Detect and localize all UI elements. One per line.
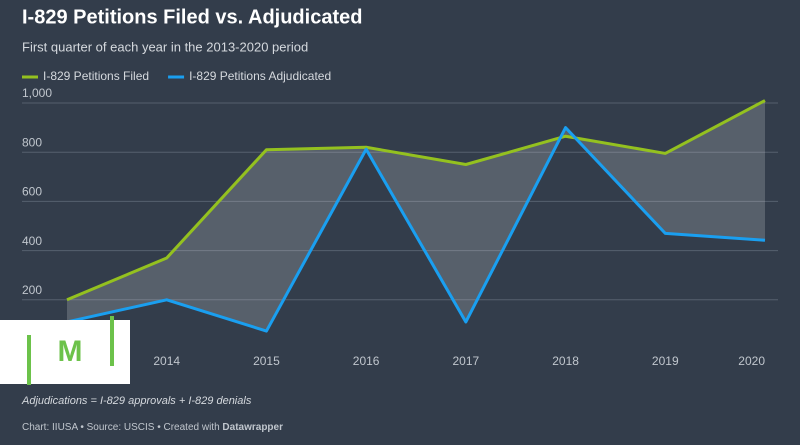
plot: 200 400 600 800 1,000 2014 2015 2016 2017 2018 201…: [22, 86, 778, 368]
y-tick-label: 400: [22, 234, 42, 248]
footer-source: Chart: IIUSA • Source: USCIS • Created w…: [22, 422, 220, 433]
x-tick-label: 2020: [738, 354, 765, 368]
series-line: [66, 99, 766, 302]
series-line: [66, 126, 766, 333]
y-tick-label: 600: [22, 185, 42, 199]
y-tick-label: 800: [22, 135, 42, 149]
x-tick-label: 2017: [453, 354, 480, 368]
legend: I-829 Petitions Filed I-829 Petitions Adj…: [22, 69, 331, 83]
x-tick-label: 2014: [153, 354, 180, 368]
area-between: [67, 100, 765, 332]
footer: Chart: IIUSA • Source: USCIS • Created w…: [22, 422, 283, 433]
logo-text: M: [58, 335, 83, 368]
logo-bar: [110, 316, 114, 366]
x-tick-label: 2016: [353, 354, 380, 368]
x-tick-label: 2018: [552, 354, 579, 368]
legend-label: I-829 Petitions Filed: [43, 69, 149, 83]
note: Adjudications = I-829 approvals + I-829 …: [21, 395, 252, 407]
x-tick-label: 2015: [253, 354, 280, 368]
logo-box: [0, 320, 130, 384]
y-tick-label: 1,000: [22, 86, 52, 100]
y-tick-label: 200: [22, 283, 42, 297]
chart-title: I-829 Petitions Filed vs. Adjudicated: [22, 6, 362, 28]
logo-bar: [27, 335, 31, 385]
chart-subtitle: First quarter of each year in the 2013-2…: [22, 39, 308, 54]
legend-label: I-829 Petitions Adjudicated: [189, 69, 331, 83]
x-tick-label: 2019: [652, 354, 679, 368]
logo: M: [0, 316, 130, 385]
footer-credit: Datawrapper: [222, 422, 283, 433]
